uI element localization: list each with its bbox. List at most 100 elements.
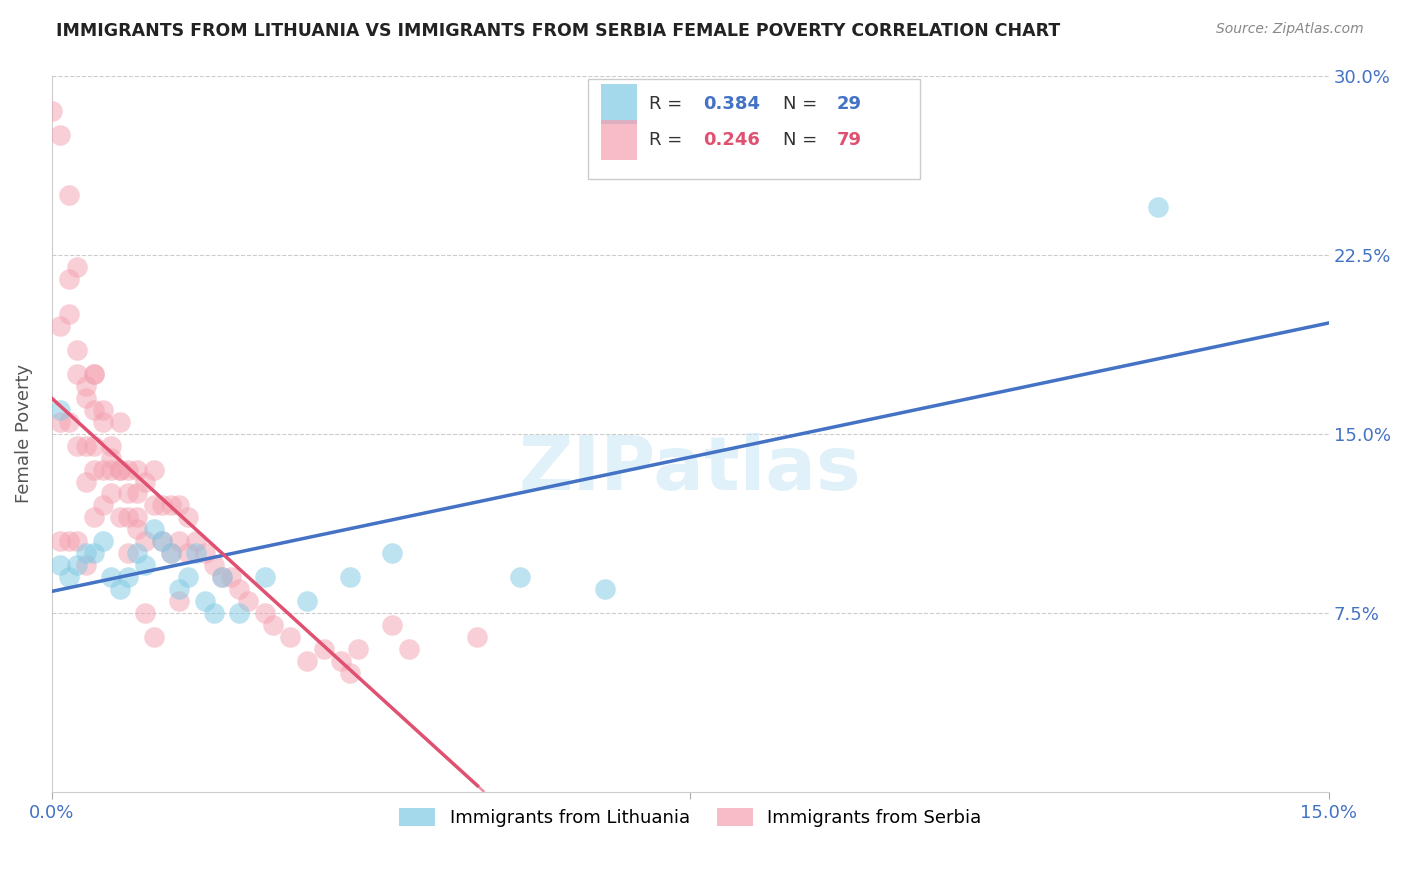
- Point: [83, 367, 105, 381]
- Point: [66, 558, 89, 573]
- Point: [398, 641, 420, 656]
- Point: [278, 630, 301, 644]
- Point: [58, 271, 80, 285]
- Point: [58, 415, 80, 429]
- Point: [75, 439, 97, 453]
- Point: [108, 462, 131, 476]
- Point: [262, 617, 284, 632]
- Point: [211, 570, 233, 584]
- Point: [134, 558, 156, 573]
- Point: [41, 104, 63, 119]
- Point: [83, 439, 105, 453]
- Point: [75, 391, 97, 405]
- Point: [100, 450, 122, 465]
- Point: [125, 546, 148, 560]
- Point: [169, 594, 191, 608]
- Bar: [600, 85, 637, 124]
- Point: [75, 475, 97, 489]
- Point: [91, 462, 114, 476]
- Point: [108, 582, 131, 596]
- Point: [58, 307, 80, 321]
- Point: [83, 462, 105, 476]
- Point: [125, 486, 148, 500]
- Point: [66, 260, 89, 274]
- Point: [66, 439, 89, 453]
- Point: [295, 594, 318, 608]
- Point: [91, 499, 114, 513]
- Point: [211, 570, 233, 584]
- Point: [134, 475, 156, 489]
- Point: [177, 570, 200, 584]
- Text: IMMIGRANTS FROM LITHUANIA VS IMMIGRANTS FROM SERBIA FEMALE POVERTY CORRELATION C: IMMIGRANTS FROM LITHUANIA VS IMMIGRANTS …: [56, 22, 1060, 40]
- Point: [202, 606, 225, 620]
- Point: [381, 546, 404, 560]
- Point: [125, 462, 148, 476]
- Point: [58, 570, 80, 584]
- Point: [1147, 200, 1170, 214]
- Text: 79: 79: [837, 131, 862, 149]
- Point: [117, 510, 139, 524]
- Text: R =: R =: [650, 95, 689, 113]
- Text: ZIPatlas: ZIPatlas: [519, 434, 862, 506]
- Point: [152, 499, 174, 513]
- Point: [83, 510, 105, 524]
- Point: [117, 486, 139, 500]
- Point: [169, 534, 191, 549]
- Point: [75, 546, 97, 560]
- Point: [83, 402, 105, 417]
- Point: [134, 534, 156, 549]
- Point: [58, 188, 80, 202]
- Text: 0.246: 0.246: [703, 131, 759, 149]
- Point: [49, 415, 72, 429]
- Point: [228, 606, 250, 620]
- Point: [339, 570, 361, 584]
- Point: [100, 462, 122, 476]
- Point: [253, 606, 276, 620]
- Point: [49, 128, 72, 143]
- Y-axis label: Female Poverty: Female Poverty: [15, 364, 32, 503]
- Legend: Immigrants from Lithuania, Immigrants from Serbia: Immigrants from Lithuania, Immigrants fr…: [392, 801, 988, 835]
- Point: [160, 499, 183, 513]
- Point: [125, 510, 148, 524]
- Point: [194, 594, 217, 608]
- Point: [108, 462, 131, 476]
- FancyBboxPatch shape: [588, 79, 920, 179]
- Point: [91, 415, 114, 429]
- Point: [186, 546, 208, 560]
- Text: 0.384: 0.384: [703, 95, 761, 113]
- Point: [100, 439, 122, 453]
- Point: [194, 546, 217, 560]
- Text: Source: ZipAtlas.com: Source: ZipAtlas.com: [1216, 22, 1364, 37]
- Point: [186, 534, 208, 549]
- Point: [49, 402, 72, 417]
- Point: [202, 558, 225, 573]
- Point: [83, 367, 105, 381]
- Text: N =: N =: [783, 131, 824, 149]
- Point: [58, 534, 80, 549]
- Point: [219, 570, 242, 584]
- Point: [117, 546, 139, 560]
- Point: [75, 379, 97, 393]
- Text: N =: N =: [783, 95, 824, 113]
- Point: [228, 582, 250, 596]
- Point: [295, 654, 318, 668]
- Point: [381, 617, 404, 632]
- Point: [152, 534, 174, 549]
- Text: R =: R =: [650, 131, 689, 149]
- Point: [91, 402, 114, 417]
- Point: [66, 367, 89, 381]
- Point: [314, 641, 336, 656]
- Point: [152, 534, 174, 549]
- Point: [142, 522, 165, 536]
- Point: [49, 319, 72, 334]
- Point: [75, 558, 97, 573]
- Point: [49, 534, 72, 549]
- Point: [347, 641, 370, 656]
- Point: [339, 665, 361, 680]
- Point: [117, 570, 139, 584]
- Point: [125, 522, 148, 536]
- Point: [169, 499, 191, 513]
- Point: [253, 570, 276, 584]
- Point: [66, 343, 89, 358]
- Point: [330, 654, 353, 668]
